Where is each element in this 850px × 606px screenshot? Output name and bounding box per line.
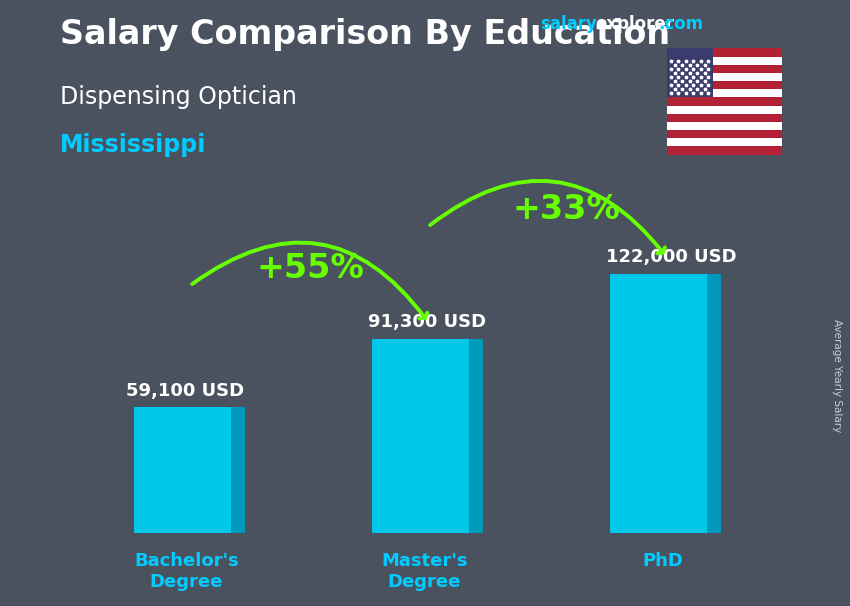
Polygon shape xyxy=(707,273,722,533)
Text: 91,300 USD: 91,300 USD xyxy=(368,313,486,331)
Text: .com: .com xyxy=(659,15,704,33)
Text: Dispensing Optician: Dispensing Optician xyxy=(60,85,297,109)
Text: Average Yearly Salary: Average Yearly Salary xyxy=(832,319,842,432)
Bar xyxy=(667,98,782,105)
Bar xyxy=(667,130,782,138)
Bar xyxy=(667,147,782,155)
Text: 122,000 USD: 122,000 USD xyxy=(606,248,737,266)
Text: Mississippi: Mississippi xyxy=(60,133,206,158)
Polygon shape xyxy=(231,407,246,533)
FancyBboxPatch shape xyxy=(134,407,231,533)
Text: salary: salary xyxy=(540,15,597,33)
FancyBboxPatch shape xyxy=(372,339,469,533)
Bar xyxy=(667,122,782,130)
Bar xyxy=(667,48,782,56)
Text: +33%: +33% xyxy=(513,193,620,226)
Polygon shape xyxy=(469,339,484,533)
Text: +55%: +55% xyxy=(257,252,365,285)
Bar xyxy=(667,114,782,122)
Text: Master's
Degree: Master's Degree xyxy=(381,553,468,591)
Bar xyxy=(667,73,782,81)
Bar xyxy=(667,89,782,98)
Text: 59,100 USD: 59,100 USD xyxy=(127,382,245,400)
Bar xyxy=(667,56,782,65)
Text: Bachelor's
Degree: Bachelor's Degree xyxy=(134,553,239,591)
Bar xyxy=(667,48,713,98)
Bar xyxy=(667,81,782,89)
Text: PhD: PhD xyxy=(642,553,683,570)
Text: Salary Comparison By Education: Salary Comparison By Education xyxy=(60,18,670,51)
FancyBboxPatch shape xyxy=(610,273,707,533)
Text: explorer: explorer xyxy=(595,15,674,33)
Bar xyxy=(667,65,782,73)
Bar xyxy=(667,138,782,147)
Bar xyxy=(667,105,782,114)
